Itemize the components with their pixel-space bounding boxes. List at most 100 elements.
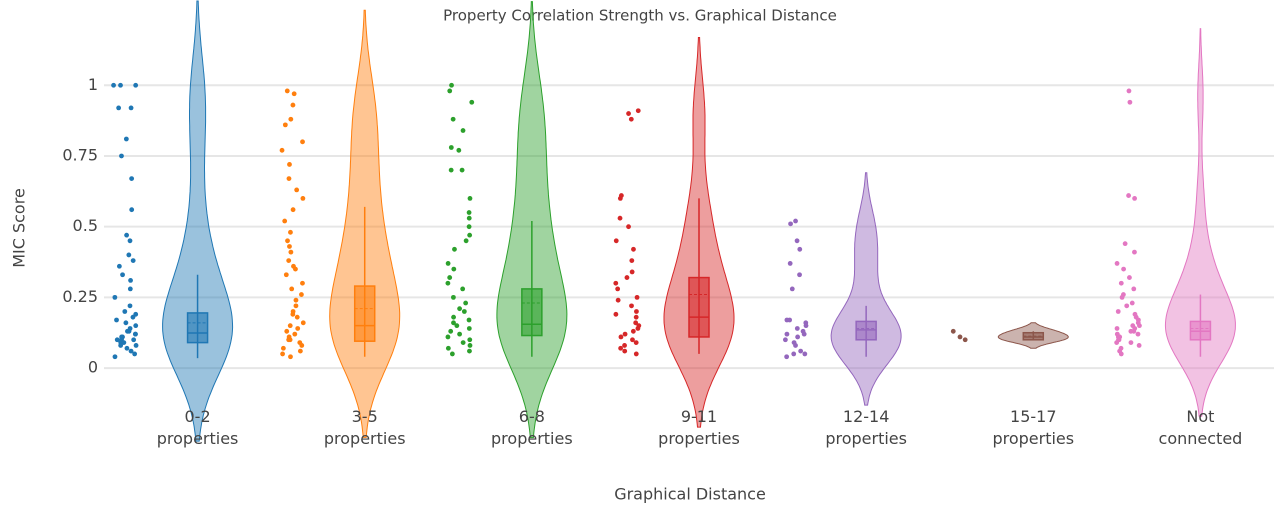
y-tick-label: 0.75 [62,145,98,164]
y-tick-label: 0.5 [73,216,98,235]
violin [496,1,568,439]
data-point [445,345,451,351]
data-point [461,309,467,314]
data-point [123,136,129,142]
data-point [451,266,457,272]
data-point [626,111,631,116]
data-point [795,334,801,340]
data-point [123,320,129,326]
data-point [628,116,634,122]
data-point [285,238,290,244]
data-point [127,238,133,244]
data-point [1129,300,1135,306]
data-point [445,261,451,266]
data-point [1124,303,1130,309]
data-point [633,320,639,326]
data-point [290,102,296,108]
data-point [466,326,472,331]
data-point [1132,195,1138,201]
data-point [634,309,639,314]
data-point [633,340,639,346]
data-point [288,116,294,122]
data-point [300,139,305,145]
data-point [797,272,802,278]
data-point [448,328,454,334]
x-axis-title: Graphical Distance [614,485,766,504]
data-point [1127,99,1133,105]
data-point [119,153,124,159]
data-point [613,280,619,286]
data-point [287,162,292,167]
data-point [466,224,472,230]
data-point [1114,340,1120,346]
data-point [120,272,125,278]
data-point [622,331,628,337]
x-tick-label: 9-11 properties [658,407,740,448]
data-point [635,326,641,331]
data-point [788,221,793,227]
data-point [452,246,457,252]
data-point [794,326,800,331]
data-point [1131,286,1137,292]
data-point [629,303,634,309]
y-tick-label: 0 [88,358,98,377]
data-point [1126,88,1132,94]
data-point [454,323,460,329]
data-point [297,348,303,354]
data-point [126,252,132,258]
data-point [112,294,118,300]
x-tick-label: 12-14 properties [825,407,907,448]
data-point [1122,241,1128,247]
data-point [300,320,306,326]
data-point [613,311,619,317]
data-point [129,207,135,213]
data-point [1119,294,1125,300]
data-point [457,331,462,337]
data-point [1128,340,1134,346]
data-point [617,215,623,221]
data-point [635,108,641,114]
data-point [287,323,293,329]
data-point [116,105,122,111]
data-point [801,331,807,337]
data-point [128,348,134,354]
data-point [622,343,627,348]
data-point [132,331,138,337]
data-point [457,306,463,312]
data-point [622,348,628,354]
data-point [630,337,635,343]
data-point [288,229,293,235]
data-point [282,122,288,128]
data-point [299,292,304,297]
data-point [782,337,788,343]
data-point [291,91,297,97]
data-point [1137,323,1142,329]
data-point [450,116,456,122]
data-point [467,337,473,343]
violin [1164,28,1236,417]
data-point [125,328,130,334]
data-point [797,246,803,252]
data-point [798,348,804,354]
data-point [615,297,621,303]
data-point [127,286,133,292]
data-point [294,314,300,320]
data-point [133,343,139,348]
data-point [626,224,631,230]
data-point [124,345,130,351]
data-point [114,337,120,343]
data-point [1126,193,1131,198]
data-point [617,195,623,201]
data-point [460,340,466,346]
data-point [279,147,285,153]
x-tick-label: 0-2 properties [156,407,239,448]
data-point [299,343,305,348]
data-point [290,207,296,213]
data-point [449,82,454,88]
data-point [451,294,456,300]
data-point [1118,280,1124,286]
data-point [459,167,465,173]
data-point [121,340,127,346]
data-point [451,314,456,320]
data-point [280,351,285,357]
